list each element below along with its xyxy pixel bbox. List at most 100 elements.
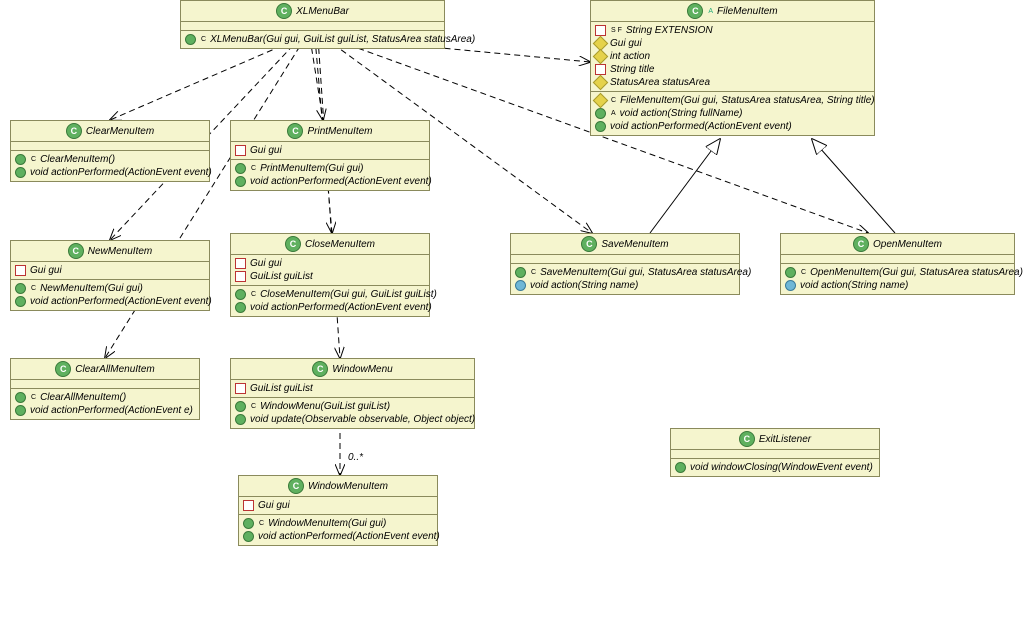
class-name: CloseMenuItem <box>305 239 375 250</box>
member-signature: Gui gui <box>250 258 282 269</box>
visibility-icon <box>15 405 26 416</box>
visibility-icon <box>15 392 26 403</box>
member-signature: ClearAllMenuItem() <box>40 392 126 403</box>
visibility-icon <box>235 401 246 412</box>
member-signature: void actionPerformed(ActionEvent event) <box>30 296 212 307</box>
member-row: void actionPerformed(ActionEvent event) <box>15 295 205 308</box>
class-name: OpenMenuItem <box>873 239 942 250</box>
member-signature: GuiList guiList <box>250 271 313 282</box>
visibility-icon <box>235 271 246 282</box>
visibility-icon <box>785 280 796 291</box>
member-signature: void actionPerformed(ActionEvent event) <box>250 176 432 187</box>
class-title: CSaveMenuItem <box>511 234 739 255</box>
member-row: CFileMenuItem(Gui gui, StatusArea status… <box>595 94 870 107</box>
class-title: C OpenMenuItem <box>781 234 1014 255</box>
member-signature: SaveMenuItem(Gui gui, StatusArea statusA… <box>540 267 751 278</box>
class-type-icon: C <box>287 123 303 139</box>
member-row: CCloseMenuItem(Gui gui, GuiList guiList) <box>235 288 425 301</box>
member-signature: CloseMenuItem(Gui gui, GuiList guiList) <box>260 289 437 300</box>
member-signature: GuiList guiList <box>250 383 313 394</box>
class-type-icon: C <box>687 3 703 19</box>
member-signature: void action(String name) <box>800 280 908 291</box>
member-row: void windowClosing(WindowEvent event) <box>675 461 875 474</box>
operations-compartment: CWindowMenuItem(Gui gui)void actionPerfo… <box>239 515 437 545</box>
operations-compartment: C ClearAllMenuItem()void actionPerformed(… <box>11 389 199 419</box>
class-title: CNewMenuItem <box>11 241 209 262</box>
visibility-icon <box>515 267 526 278</box>
visibility-icon <box>595 25 606 36</box>
member-signature: NewMenuItem(Gui gui) <box>40 283 143 294</box>
visibility-icon <box>235 258 246 269</box>
operations-compartment: CSaveMenuItem(Gui gui, StatusArea status… <box>511 264 739 294</box>
member-signature: WindowMenuItem(Gui gui) <box>268 518 386 529</box>
attributes-compartment: Gui gui <box>11 262 209 280</box>
attributes-compartment: GuiList guiList <box>231 380 474 398</box>
class-name: ClearMenuItem <box>86 126 154 137</box>
member-row: Gui gui <box>15 264 205 277</box>
member-row: void actionPerformed(ActionEvent event) <box>235 301 425 314</box>
dependency-edge <box>110 38 300 120</box>
member-signature: void update(Observable observable, Objec… <box>250 414 475 425</box>
class-type-icon: C <box>288 478 304 494</box>
member-badge: C <box>251 291 256 298</box>
member-row: Gui gui <box>595 37 870 50</box>
member-row: void actionPerformed(ActionEvent e) <box>15 404 195 417</box>
member-badge: C <box>31 285 36 292</box>
class-CloseMenuItem: CCloseMenuItemGui guiGuiList guiListCClo… <box>230 233 430 317</box>
member-row: void actionPerformed(ActionEvent event) <box>235 175 425 188</box>
abstract-badge: A <box>708 8 713 15</box>
class-title: CExitListener <box>671 429 879 450</box>
member-badge: C <box>31 394 36 401</box>
attributes-compartment <box>11 142 209 151</box>
visibility-icon <box>593 75 609 91</box>
visibility-icon <box>243 531 254 542</box>
operations-compartment: void windowClosing(WindowEvent event) <box>671 459 879 476</box>
visibility-icon <box>785 267 796 278</box>
member-row: S FString EXTENSION <box>595 24 870 37</box>
class-FileMenuItem: CAFileMenuItem S FString EXTENSIONGui gui… <box>590 0 875 136</box>
visibility-icon <box>593 93 609 109</box>
class-type-icon: C <box>581 236 597 252</box>
member-row: COpenMenuItem(Gui gui, StatusArea status… <box>785 266 1010 279</box>
visibility-icon <box>595 64 606 75</box>
member-badge: C <box>611 97 616 104</box>
visibility-icon <box>185 34 196 45</box>
attributes-compartment <box>781 255 1014 264</box>
class-ExitListener: CExitListener void windowClosing(WindowEv… <box>670 428 880 477</box>
generalization-edge <box>650 139 720 233</box>
class-name: ClearAllMenuItem <box>75 364 154 375</box>
operations-compartment: CNewMenuItem(Gui gui)void actionPerforme… <box>11 280 209 310</box>
member-row: int action <box>595 50 870 63</box>
class-title: CAFileMenuItem <box>591 1 874 22</box>
member-badge: C <box>259 520 264 527</box>
member-signature: String EXTENSION <box>626 25 713 36</box>
member-row: void action(String name) <box>515 279 735 292</box>
class-name: ExitListener <box>759 434 811 445</box>
member-signature: void actionPerformed(ActionEvent event) <box>610 121 792 132</box>
member-signature: XLMenuBar(Gui gui, GuiList guiList, Stat… <box>210 34 475 45</box>
member-signature: int action <box>610 51 650 62</box>
class-PrintMenuItem: CPrintMenuItemGui guiCPrintMenuItem(Gui … <box>230 120 430 191</box>
class-title: CCloseMenuItem <box>231 234 429 255</box>
attributes-compartment: Gui gui <box>231 142 429 160</box>
class-type-icon: C <box>853 236 869 252</box>
member-row: Gui gui <box>235 257 425 270</box>
member-signature: OpenMenuItem(Gui gui, StatusArea statusA… <box>810 267 1023 278</box>
attributes-compartment: Gui gui GuiList guiList <box>231 255 429 286</box>
member-signature: void action(String fullName) <box>620 108 743 119</box>
class-name: WindowMenuItem <box>308 481 388 492</box>
member-signature: PrintMenuItem(Gui gui) <box>260 163 363 174</box>
member-badge: A <box>611 110 616 117</box>
class-type-icon: C <box>276 3 292 19</box>
visibility-icon <box>235 383 246 394</box>
visibility-icon <box>243 518 254 529</box>
member-row: void actionPerformed(ActionEvent event) <box>595 120 870 133</box>
class-title: CXLMenuBar <box>181 1 444 22</box>
class-type-icon: C <box>68 243 84 259</box>
member-signature: Gui gui <box>250 145 282 156</box>
member-signature: ClearMenuItem() <box>40 154 115 165</box>
member-row: CXLMenuBar(Gui gui, GuiList guiList, Sta… <box>185 33 440 46</box>
member-signature: StatusArea statusArea <box>610 77 710 88</box>
visibility-icon <box>15 265 26 276</box>
member-row: CSaveMenuItem(Gui gui, StatusArea status… <box>515 266 735 279</box>
